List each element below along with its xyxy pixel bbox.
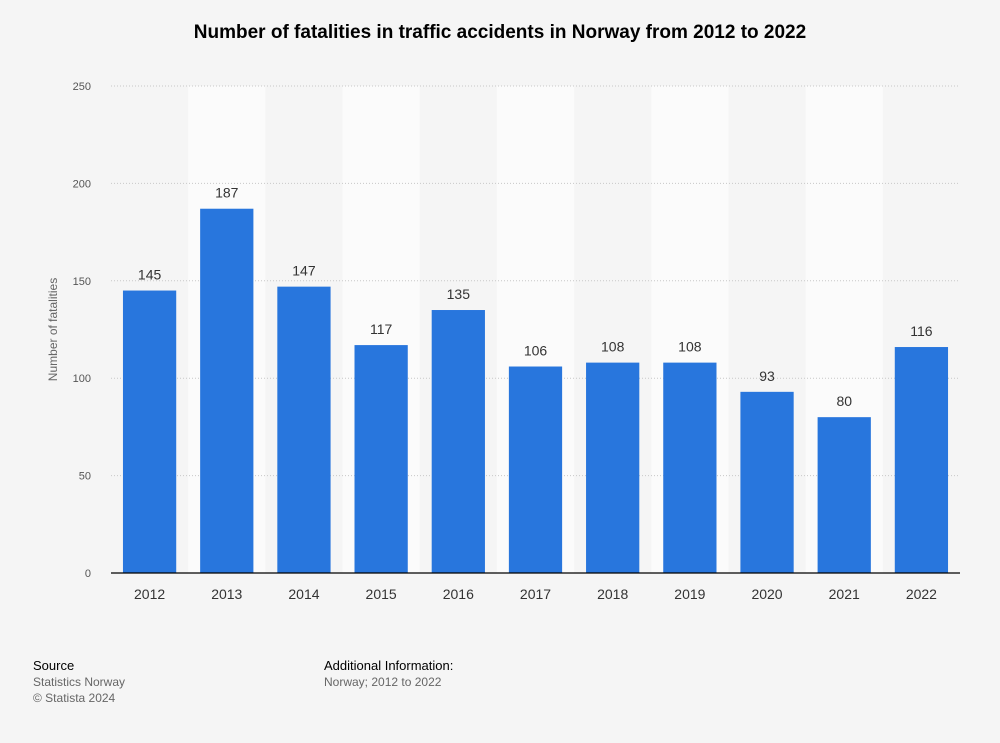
y-tick-label: 100 bbox=[73, 373, 91, 385]
x-tick-label: 2012 bbox=[134, 586, 165, 602]
bar bbox=[354, 345, 408, 573]
data-label: 106 bbox=[524, 343, 548, 359]
data-label: 147 bbox=[292, 263, 316, 279]
bar bbox=[277, 286, 331, 573]
x-tick-label: 2017 bbox=[520, 586, 551, 602]
data-label: 187 bbox=[215, 185, 239, 201]
bar bbox=[431, 310, 485, 573]
bar bbox=[740, 391, 794, 573]
y-tick-label: 150 bbox=[73, 276, 91, 288]
x-tick-label: 2021 bbox=[829, 586, 860, 602]
x-tick-label: 2019 bbox=[674, 586, 705, 602]
x-tick-label: 2022 bbox=[906, 586, 937, 602]
y-tick-label: 50 bbox=[79, 471, 91, 483]
data-label: 135 bbox=[447, 286, 471, 302]
y-tick-label: 0 bbox=[85, 568, 91, 580]
additional-info-text: Norway; 2012 to 2022 bbox=[324, 675, 442, 689]
bar bbox=[200, 208, 254, 573]
data-label: 116 bbox=[910, 323, 933, 339]
bar bbox=[508, 366, 563, 573]
x-tick-label: 2018 bbox=[597, 586, 628, 602]
y-tick-label: 250 bbox=[73, 81, 91, 93]
bar bbox=[586, 362, 640, 573]
y-tick-label: 200 bbox=[73, 178, 91, 190]
x-tick-label: 2020 bbox=[751, 586, 782, 602]
data-label: 108 bbox=[678, 339, 702, 355]
source-heading: Source bbox=[33, 658, 75, 673]
x-tick-label: 2016 bbox=[443, 586, 474, 602]
source-block: Source Statistics Norway © Statista 2024 bbox=[33, 658, 125, 706]
x-tick-label: 2014 bbox=[288, 586, 319, 602]
bar bbox=[894, 347, 949, 573]
x-tick-label: 2013 bbox=[211, 586, 242, 602]
data-label: 93 bbox=[759, 368, 775, 384]
copyright-text[interactable]: © Statista 2024 bbox=[33, 691, 116, 705]
data-label: 145 bbox=[138, 267, 162, 283]
data-label: 108 bbox=[601, 339, 625, 355]
bar bbox=[122, 290, 177, 573]
bar bbox=[663, 362, 717, 573]
bar bbox=[817, 417, 871, 573]
x-tick-label: 2015 bbox=[366, 586, 397, 602]
chart-title: Number of fatalities in traffic accident… bbox=[193, 22, 807, 43]
additional-info-heading: Additional Information: bbox=[324, 658, 454, 673]
data-label: 117 bbox=[370, 321, 393, 337]
y-axis-title: Number of fatalities bbox=[46, 278, 60, 381]
additional-info-block: Additional Information: Norway; 2012 to … bbox=[324, 658, 453, 690]
source-name[interactable]: Statistics Norway bbox=[33, 675, 126, 689]
data-label: 80 bbox=[836, 393, 852, 409]
